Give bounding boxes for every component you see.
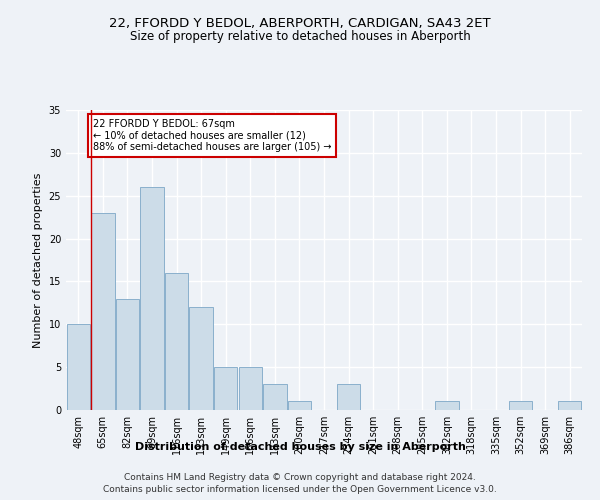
Text: 22 FFORDD Y BEDOL: 67sqm
← 10% of detached houses are smaller (12)
88% of semi-d: 22 FFORDD Y BEDOL: 67sqm ← 10% of detach…	[93, 118, 332, 152]
Text: Distribution of detached houses by size in Aberporth: Distribution of detached houses by size …	[134, 442, 466, 452]
Bar	[91, 213, 115, 410]
Bar	[140, 187, 164, 410]
Text: Size of property relative to detached houses in Aberporth: Size of property relative to detached ho…	[130, 30, 470, 43]
Text: Contains HM Land Registry data © Crown copyright and database right 2024.: Contains HM Land Registry data © Crown c…	[124, 472, 476, 482]
Bar	[288, 402, 311, 410]
Y-axis label: Number of detached properties: Number of detached properties	[33, 172, 43, 348]
Bar	[239, 367, 262, 410]
Bar	[435, 402, 458, 410]
Bar	[165, 273, 188, 410]
Bar	[558, 402, 581, 410]
Text: Contains public sector information licensed under the Open Government Licence v3: Contains public sector information licen…	[103, 485, 497, 494]
Bar	[67, 324, 90, 410]
Bar	[190, 307, 213, 410]
Bar	[263, 384, 287, 410]
Bar	[116, 298, 139, 410]
Text: 22, FFORDD Y BEDOL, ABERPORTH, CARDIGAN, SA43 2ET: 22, FFORDD Y BEDOL, ABERPORTH, CARDIGAN,…	[109, 18, 491, 30]
Bar	[509, 402, 532, 410]
Bar	[214, 367, 238, 410]
Bar	[337, 384, 360, 410]
